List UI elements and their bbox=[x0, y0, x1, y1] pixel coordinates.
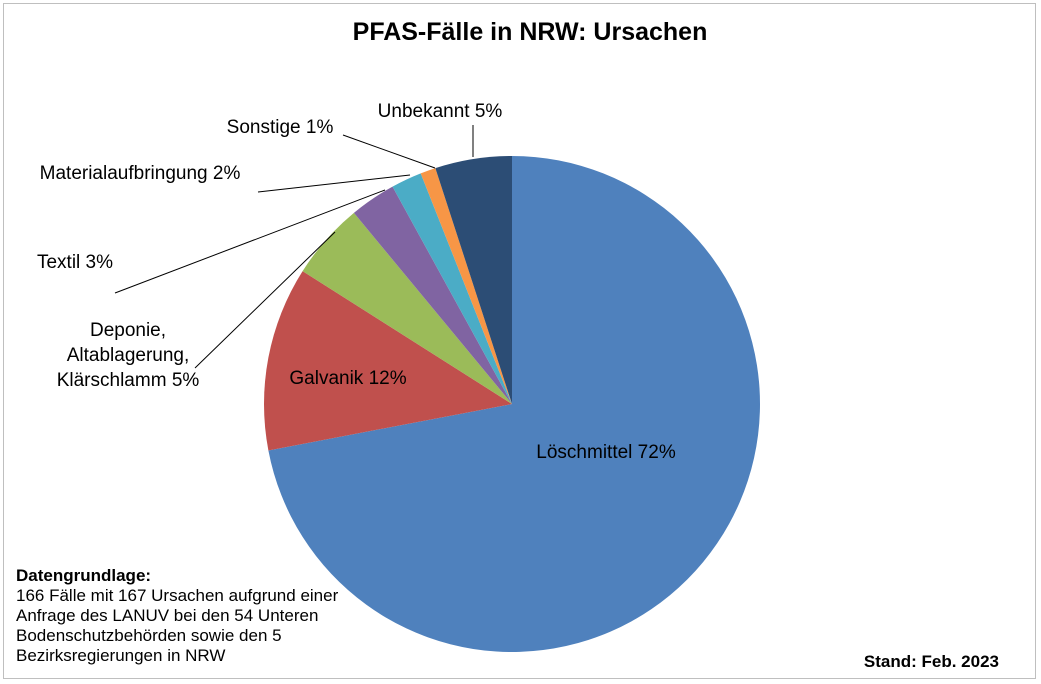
chart-frame bbox=[3, 3, 1036, 679]
value-label: 12% bbox=[368, 368, 407, 389]
value-label: 5% bbox=[474, 101, 503, 122]
pie-slice bbox=[353, 186, 512, 404]
slice-label: Unbekannt 5% bbox=[378, 99, 503, 124]
slice-label: Löschmittel 72% bbox=[536, 440, 675, 465]
value-label: 2% bbox=[212, 163, 241, 184]
value-label: 1% bbox=[305, 117, 334, 138]
category-label: Löschmittel bbox=[536, 442, 633, 463]
value-label: 5% bbox=[171, 370, 200, 391]
stand: Stand: Feb. 2023 bbox=[863, 652, 999, 671]
category-label: Sonstige bbox=[226, 117, 301, 138]
category-label: Materialaufbringung bbox=[39, 163, 208, 184]
note: Datengrundlage: 166 Fälle mit 167 Ursach… bbox=[16, 566, 361, 666]
slice-label: Materialaufbringung 2% bbox=[40, 161, 241, 186]
value-label: 3% bbox=[85, 252, 114, 273]
category-label: Unbekannt bbox=[377, 101, 470, 122]
chart-title: PFAS-Fälle in NRW: Ursachen bbox=[352, 18, 708, 46]
value-label: 72% bbox=[637, 442, 676, 463]
pie-slice bbox=[392, 173, 512, 404]
pie-slice bbox=[435, 156, 512, 404]
slice-label: Galvanik 12% bbox=[289, 366, 406, 391]
leader-line bbox=[342, 134, 436, 169]
category-label: Galvanik bbox=[289, 368, 364, 389]
note-title: Datengrundlage: bbox=[16, 566, 152, 585]
slice-label: Textil 3% bbox=[37, 250, 113, 275]
leader-line bbox=[194, 231, 336, 369]
leader-line bbox=[257, 174, 411, 193]
category-label: Textil bbox=[36, 252, 81, 273]
pie-slice bbox=[268, 156, 760, 652]
pie-slice bbox=[264, 271, 512, 451]
slice-label: Sonstige 1% bbox=[227, 115, 334, 140]
category-label: Deponie, Altablagerung, Klärschlamm bbox=[56, 320, 190, 391]
note-text: 166 Fälle mit 167 Ursachen aufgrund eine… bbox=[16, 586, 339, 665]
pie-slice bbox=[420, 168, 512, 404]
slice-label: Deponie, Altablagerung, Klärschlamm 5% bbox=[43, 318, 213, 393]
pie-slice bbox=[302, 212, 512, 404]
leader-line bbox=[114, 189, 386, 294]
